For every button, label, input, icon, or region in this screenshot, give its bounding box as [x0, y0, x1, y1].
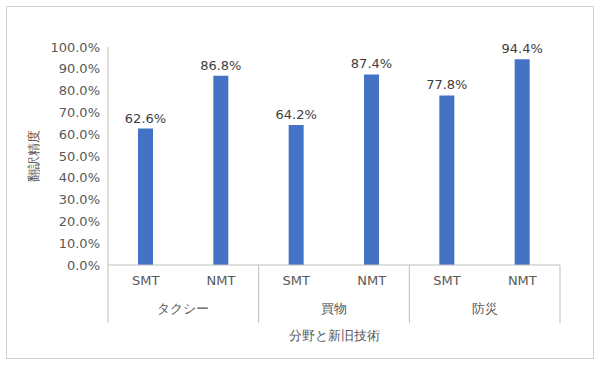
svg-text:100.0%: 100.0%	[50, 40, 100, 55]
svg-text:70.0%: 70.0%	[59, 105, 100, 120]
svg-text:NMT: NMT	[357, 273, 386, 288]
svg-text:62.6%: 62.6%	[125, 111, 166, 126]
svg-text:SMT: SMT	[433, 273, 460, 288]
svg-text:90.0%: 90.0%	[59, 61, 100, 76]
svg-text:20.0%: 20.0%	[59, 214, 100, 229]
svg-text:SMT: SMT	[283, 273, 310, 288]
svg-text:10.0%: 10.0%	[59, 236, 100, 251]
svg-text:80.0%: 80.0%	[59, 83, 100, 98]
svg-text:SMT: SMT	[132, 273, 159, 288]
svg-text:30.0%: 30.0%	[59, 192, 100, 207]
svg-text:77.8%: 77.8%	[426, 77, 467, 92]
svg-text:タクシー: タクシー	[157, 301, 209, 316]
svg-text:40.0%: 40.0%	[59, 170, 100, 185]
svg-text:分野と新旧技術: 分野と新旧技術	[289, 328, 380, 343]
svg-text:NMT: NMT	[207, 273, 236, 288]
svg-text:86.8%: 86.8%	[200, 58, 241, 73]
svg-text:翻訳精度: 翻訳精度	[26, 130, 41, 182]
svg-text:買物: 買物	[321, 301, 347, 316]
svg-text:94.4%: 94.4%	[502, 41, 543, 56]
svg-text:87.4%: 87.4%	[351, 56, 392, 71]
svg-text:0.0%: 0.0%	[67, 258, 100, 273]
svg-text:60.0%: 60.0%	[59, 127, 100, 142]
svg-text:64.2%: 64.2%	[276, 107, 317, 122]
svg-text:NMT: NMT	[508, 273, 537, 288]
svg-text:50.0%: 50.0%	[59, 149, 100, 164]
svg-text:防災: 防災	[472, 301, 498, 316]
